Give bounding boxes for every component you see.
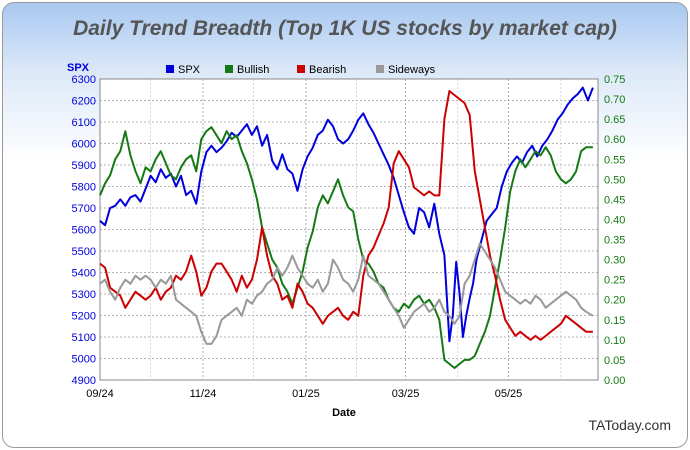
x-tick-label: 11/24 (190, 388, 217, 400)
left-tick-label: 5100 (72, 332, 96, 344)
left-tick-label: 5500 (72, 246, 96, 258)
left-tick-label: 4900 (72, 375, 96, 387)
series-line-bearish (99, 90, 593, 341)
left-tick-label: 5300 (72, 289, 96, 301)
right-tick-label: 0.30 (604, 255, 625, 267)
right-tick-label: 0.00 (604, 375, 625, 387)
legend-swatch-spx (166, 65, 174, 73)
right-tick-label: 0.70 (604, 94, 625, 106)
right-tick-label: 0.15 (604, 315, 625, 327)
x-tick-label: 05/25 (495, 388, 523, 400)
series-line-spx (99, 86, 594, 343)
right-tick-label: 0.05 (604, 355, 625, 367)
left-tick-label: 6300 (72, 74, 96, 86)
x-tick-label: 03/25 (392, 388, 420, 400)
legend-swatch-bearish (297, 65, 305, 73)
right-tick-label: 0.35 (604, 235, 625, 247)
legend-label-bullish: Bullish (237, 64, 269, 76)
right-tick-label: 0.55 (604, 154, 625, 166)
chart-title: Daily Trend Breadth (Top 1K US stocks by… (73, 17, 617, 40)
legend-label-bearish: Bearish (309, 64, 346, 76)
left-axis-label: SPX (67, 62, 90, 74)
chart-svg: 4900 5000 5100 5200 5300 5400 5500 5600 5700 5800… (67, 62, 625, 419)
series-line-sideways (99, 242, 594, 345)
left-tick-label: 5600 (72, 225, 96, 237)
right-tick-label: 0.75 (604, 74, 625, 86)
right-tick-label: 0.45 (604, 194, 625, 206)
left-tick-label: 5000 (72, 354, 96, 366)
left-tick-label: 5700 (72, 203, 96, 215)
legend-label-sideways: Sideways (388, 64, 436, 76)
left-tick-label: 6000 (72, 139, 96, 151)
right-tick-label: 0.20 (604, 295, 625, 307)
left-tick-label: 5200 (72, 311, 96, 323)
legend-label-spx: SPX (178, 64, 201, 76)
left-tick-label: 6200 (72, 96, 96, 108)
right-tick-label: 0.10 (604, 335, 625, 347)
right-tick-label: 0.65 (604, 114, 625, 126)
legend-swatch-bullish (225, 65, 233, 73)
left-tick-label: 5400 (72, 268, 96, 280)
x-tick-label: 01/25 (292, 388, 320, 400)
right-tick-label: 0.50 (604, 174, 625, 186)
series-line-bullish (99, 126, 593, 369)
credit-text: TAToday.com (588, 417, 671, 433)
x-tick-label: 09/24 (86, 388, 114, 400)
x-axis-label: Date (332, 407, 356, 419)
legend-swatch-sideways (376, 65, 384, 73)
left-tick-label: 5800 (72, 182, 96, 194)
right-tick-label: 0.40 (604, 214, 625, 226)
left-tick-label: 6100 (72, 117, 96, 129)
right-tick-label: 0.60 (604, 134, 625, 146)
right-tick-label: 0.25 (604, 275, 625, 287)
left-tick-label: 5900 (72, 160, 96, 172)
